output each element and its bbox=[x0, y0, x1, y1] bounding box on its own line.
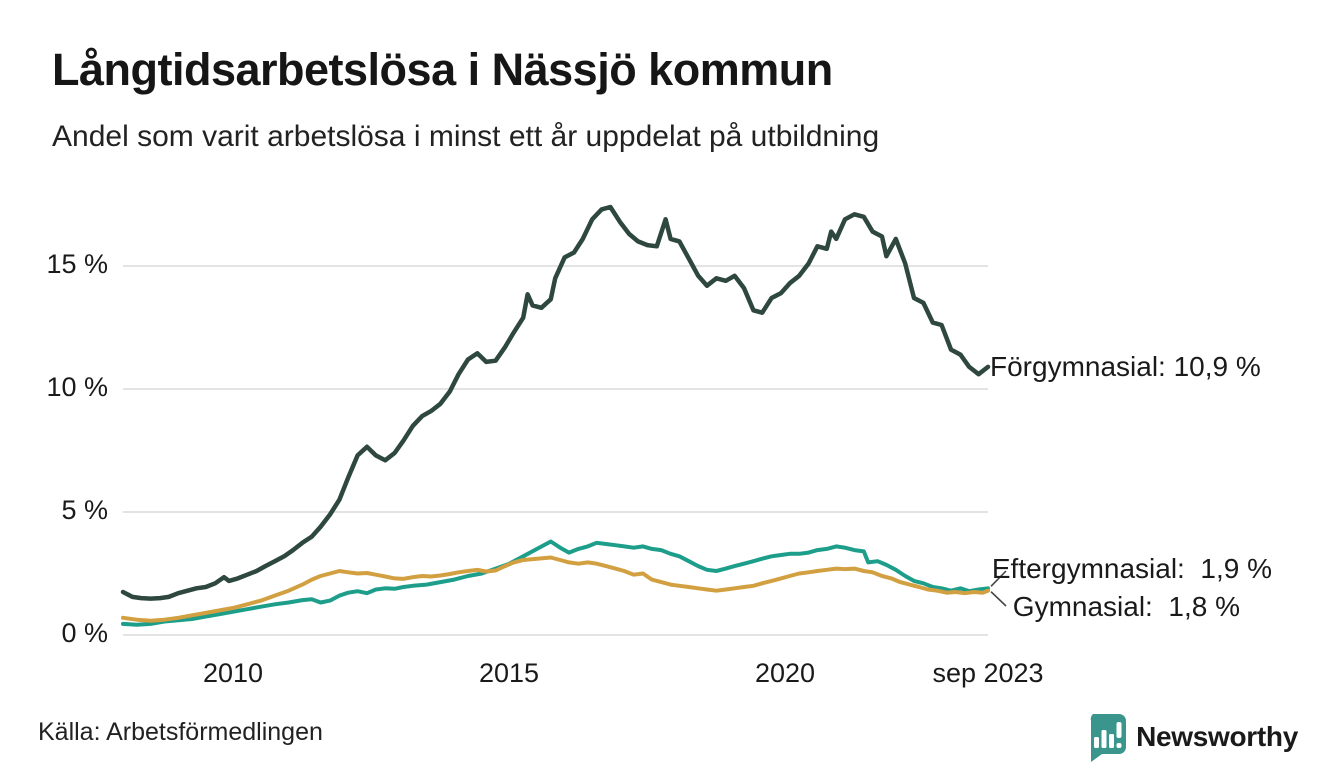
series-line-förgymnasial bbox=[120, 204, 991, 601]
series-end-label-forgymnasial: Förgymnasial: 10,9 % bbox=[990, 351, 1261, 382]
newsworthy-badge-icon bbox=[1090, 714, 1127, 762]
label-leader-line bbox=[990, 591, 1007, 607]
y-tick-label: 15 % bbox=[46, 249, 108, 279]
y-tick-label: 10 % bbox=[46, 372, 108, 402]
newsworthy-wordmark: Newsworthy bbox=[1136, 721, 1298, 752]
y-tick-label: 5 % bbox=[61, 495, 108, 525]
series-line-gymnasial bbox=[121, 555, 990, 623]
x-tick-label: sep 2023 bbox=[932, 658, 1044, 688]
x-tick-label: 2020 bbox=[754, 658, 816, 688]
series-end-label-eftergymnasial: Eftergymnasial: 1,9 % bbox=[991, 553, 1272, 584]
x-tick-label: 2010 bbox=[202, 658, 264, 688]
series-end-label-gymnasial: Gymnasial: 1,8 % bbox=[1012, 591, 1240, 622]
source-note: Källa: Arbetsförmedlingen bbox=[38, 718, 323, 746]
series-line-eftergymnasial bbox=[121, 539, 990, 627]
chart-subtitle: Andel som varit arbetslösa i minst ett å… bbox=[52, 120, 880, 153]
x-tick-label: 2015 bbox=[478, 658, 540, 688]
newsworthy-logo: Newsworthy bbox=[1084, 712, 1298, 762]
y-tick-label: 0 % bbox=[61, 618, 108, 648]
chart-title: Långtidsarbetslösa i Nässjö kommun bbox=[52, 44, 833, 95]
